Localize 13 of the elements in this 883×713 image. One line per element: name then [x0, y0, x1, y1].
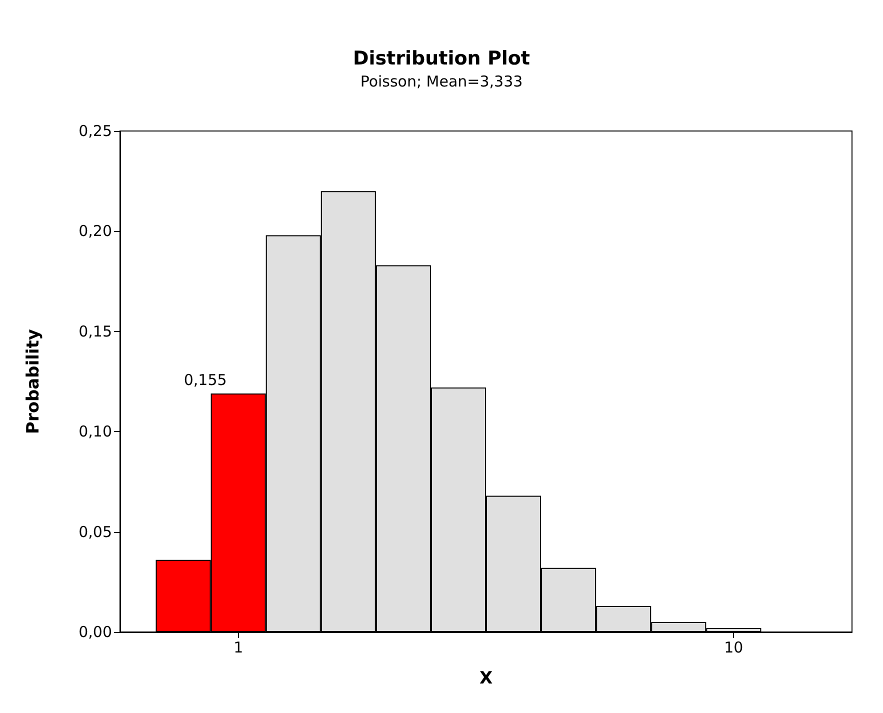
y-tick-label: 0,25 [78, 122, 112, 140]
x-tick-label: 1 [234, 638, 244, 656]
x-axis-title: X [479, 668, 493, 688]
y-tick-label: 0,05 [78, 522, 112, 541]
chart-title: Distribution Plot [352, 48, 530, 70]
y-axis-title: Probability [24, 328, 44, 434]
y-tick-label: 0,10 [78, 422, 112, 441]
y-tick-label: 0,00 [78, 623, 112, 641]
chart-subtitle: Poisson; Mean=3,333 [360, 72, 523, 90]
y-tick-label: 0,15 [78, 322, 112, 340]
x-tick-label: 10 [724, 638, 744, 656]
annotation: 0,155 [184, 371, 227, 390]
y-tick-label: 0,20 [78, 222, 112, 240]
